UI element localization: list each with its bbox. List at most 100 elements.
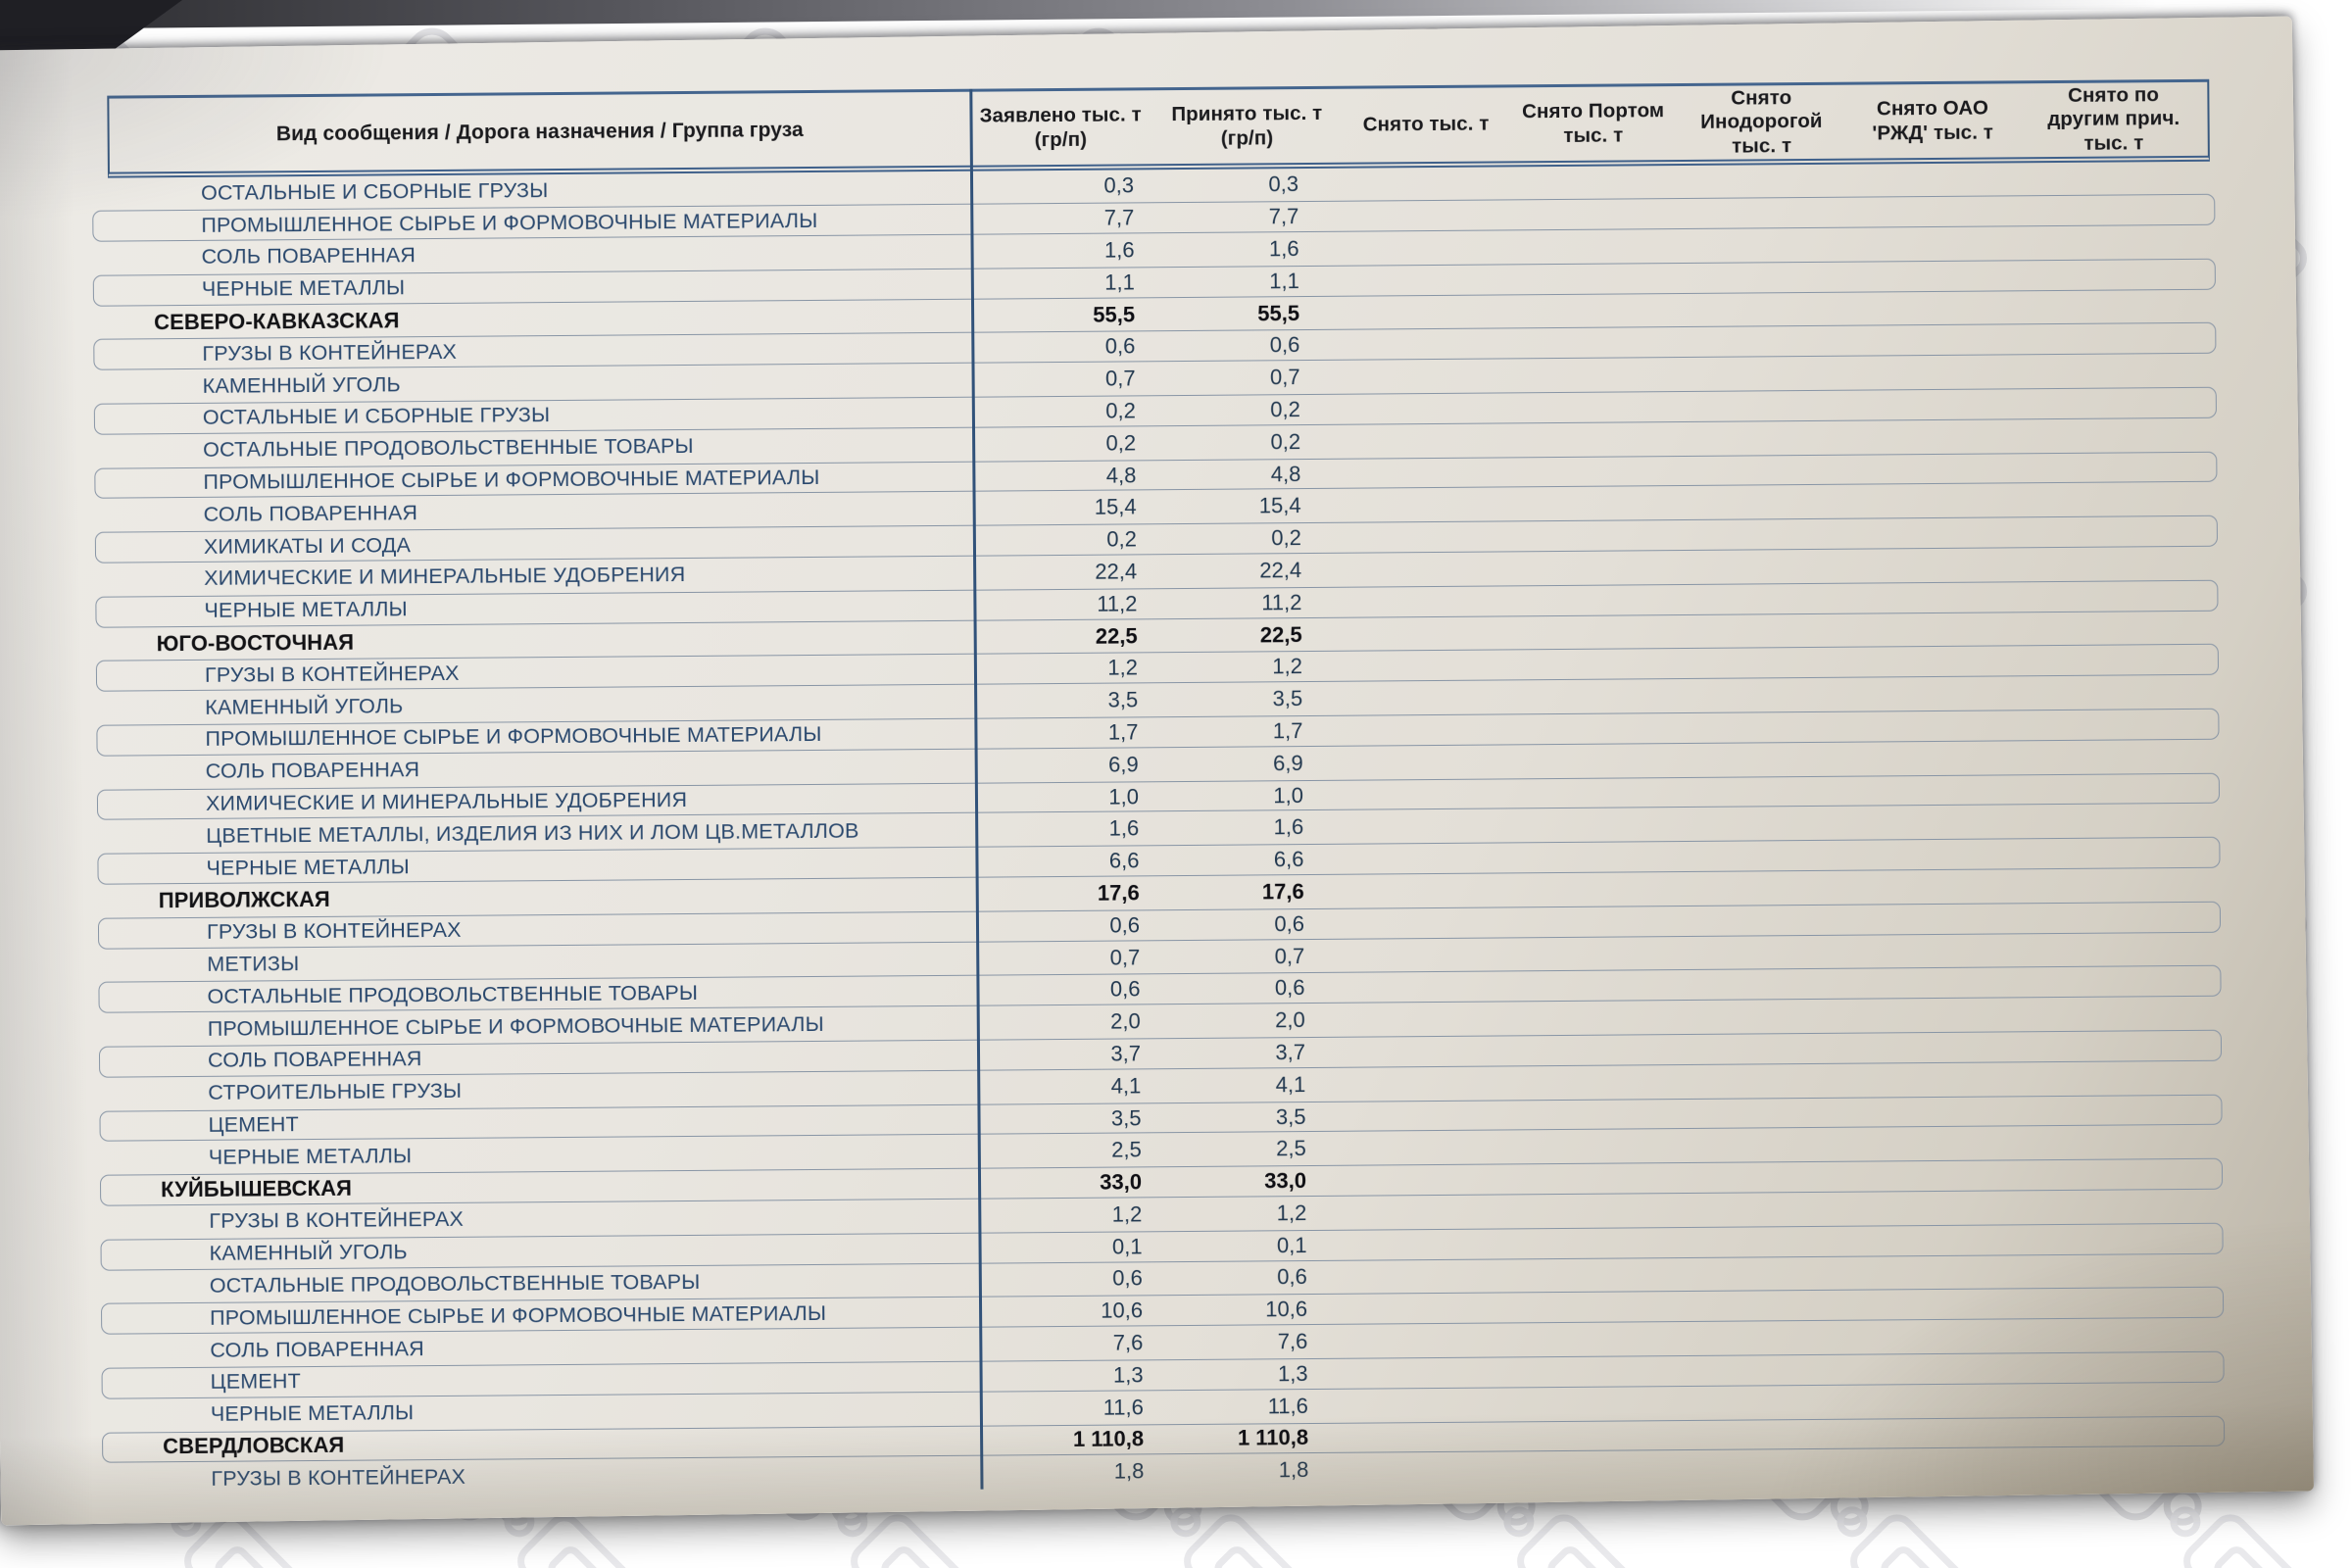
cell-removed_port [1519,1306,1688,1307]
cell-removed_rzd [1850,597,2025,598]
cell-accepted: 0,3 [1268,172,1299,197]
cell-removed_other [2032,1398,2220,1400]
cell-removed_port [1520,1371,1689,1372]
cell-accepted: 17,6 [1261,878,1304,905]
cell-removed_port [1517,1082,1686,1083]
cell-removed [1351,1115,1518,1116]
cell-accepted: 10,6 [1265,1297,1308,1322]
cell-removed_foreign [1684,791,1852,792]
cell-removed_other [2026,724,2214,726]
cell-removed_foreign [1681,373,1849,374]
row-label: ПРОМЫШЛЕННОЕ СЫРЬЕ И ФОРМОВОЧНЫЕ МАТЕРИА… [205,722,822,752]
cell-removed [1350,1051,1517,1052]
cell-declared: 1,1 [1104,270,1135,295]
cell-accepted: 2,0 [1275,1007,1305,1033]
cell-removed_other [2031,1302,2219,1304]
cell-removed_port [1516,985,1685,986]
cell-removed_other [2022,177,2210,179]
cell-removed_foreign [1688,1273,1856,1274]
cell-removed_port [1513,567,1682,568]
cell-removed_rzd [1854,1014,2029,1015]
cell-accepted: 4,8 [1270,461,1301,486]
cell-removed [1345,279,1511,280]
cell-removed_rzd [1852,758,2027,759]
cell-removed_foreign [1680,309,1848,310]
cell-declared: 2,0 [1110,1008,1141,1034]
cell-removed_port [1510,181,1679,182]
cell-removed_foreign [1689,1401,1857,1402]
cell-removed [1350,987,1517,988]
row-label: ПРОМЫШЛЕННОЕ СЫРЬЕ И ФОРМОВОЧНЫЕ МАТЕРИА… [201,208,818,237]
cell-declared: 2,5 [1111,1137,1142,1162]
cell-declared: 1,2 [1111,1201,1143,1227]
cell-removed_port [1518,1146,1687,1147]
row-label: ЧЕРНЫЕ МЕТАЛЛЫ [204,597,408,623]
row-label: ОСТАЛЬНЫЕ ПРОДОВОЛЬСТВЕННЫЕ ТОВАРЫ [203,434,694,463]
cell-removed_foreign [1685,984,1853,985]
row-label: СОЛЬ ПОВАРЕННАЯ [205,758,420,784]
cell-accepted: 0,6 [1274,910,1305,937]
cell-removed_foreign [1687,1112,1855,1113]
cell-declared: 0,2 [1105,430,1137,456]
cell-accepted: 1,6 [1268,236,1299,262]
cell-accepted: 1,8 [1278,1457,1309,1483]
cell-removed_other [2026,692,2214,694]
cell-removed_rzd [1855,1144,2030,1145]
cell-removed_port [1512,439,1681,440]
cell-accepted: 0,2 [1271,525,1301,551]
cell-removed_port [1517,1050,1686,1051]
row-label: СОЛЬ ПОВАРЕННАЯ [207,1047,422,1073]
row-label: КАМЕННЫЙ УГОЛЬ [205,693,404,719]
row-label: ХИМИЧЕСКИЕ И МИНЕРАЛЬНЫЕ УДОБРЕНИЯ [205,788,688,815]
row-label: ЦЕМЕНТ [208,1112,300,1137]
cell-removed_foreign [1680,276,1848,277]
cell-removed_rzd [1851,693,2026,694]
cell-accepted: 6,9 [1273,750,1303,776]
cell-removed_rzd [1853,983,2028,984]
cell-removed [1345,312,1511,313]
cell-removed_port [1511,311,1680,312]
cell-removed_other [2029,1046,2217,1048]
cell-removed_foreign [1688,1338,1856,1339]
cell-removed_port [1518,1178,1687,1179]
cell-removed_other [2032,1431,2220,1433]
cell-declared: 3,5 [1107,687,1139,712]
cell-removed_port [1514,663,1683,664]
cell-removed_foreign [1684,856,1852,857]
row-label: ПРОМЫШЛЕННОЕ СЫРЬЕ И ФОРМОВОЧНЫЕ МАТЕРИА… [203,465,820,494]
cell-removed_rzd [1854,1047,2029,1048]
cell-accepted: 0,1 [1276,1232,1307,1257]
cell-declared: 1,0 [1108,783,1140,809]
cell-removed_other [2032,1463,2220,1465]
cell-removed_rzd [1851,629,2026,630]
cell-declared: 22,4 [1095,559,1138,584]
cell-removed [1348,633,1514,634]
cell-removed_port [1514,696,1683,697]
cell-removed_port [1516,889,1685,890]
cell-removed_rzd [1852,790,2027,791]
row-label: ХИМИЧЕСКИЕ И МИНЕРАЛЬНЫЕ УДОБРЕНИЯ [204,563,686,591]
cell-accepted: 22,4 [1259,558,1302,583]
cell-removed_rzd [1857,1433,2032,1434]
cell-removed_other [2031,1270,2219,1272]
cell-removed_foreign [1682,598,1850,599]
cell-accepted: 3,5 [1272,686,1303,711]
cell-accepted: 0,6 [1269,332,1300,358]
cell-removed_foreign [1685,919,1853,920]
cell-removed_foreign [1687,1209,1855,1210]
cell-removed_port [1516,921,1685,922]
cell-accepted: 1,0 [1273,782,1304,808]
cell-removed_foreign [1683,727,1851,728]
cell-removed_port [1511,342,1680,343]
column-header-removed_foreign: Снято Инодорогой тыс. т [1700,85,1823,158]
cell-removed_foreign [1681,437,1849,438]
row-label: ГРУЗЫ В КОНТЕЙНЕРАХ [209,1207,465,1234]
cell-removed_port [1514,632,1683,633]
cell-removed_port [1519,1243,1688,1244]
cell-removed_foreign [1687,1145,1855,1146]
cell-declared: 1,6 [1103,237,1135,263]
cell-accepted: 0,2 [1270,397,1300,422]
cell-removed_other [2030,1109,2218,1111]
cell-removed_other [2025,564,2213,565]
sheet-content: Вид сообщения / Дорога назначения / Груп… [0,27,2304,1520]
